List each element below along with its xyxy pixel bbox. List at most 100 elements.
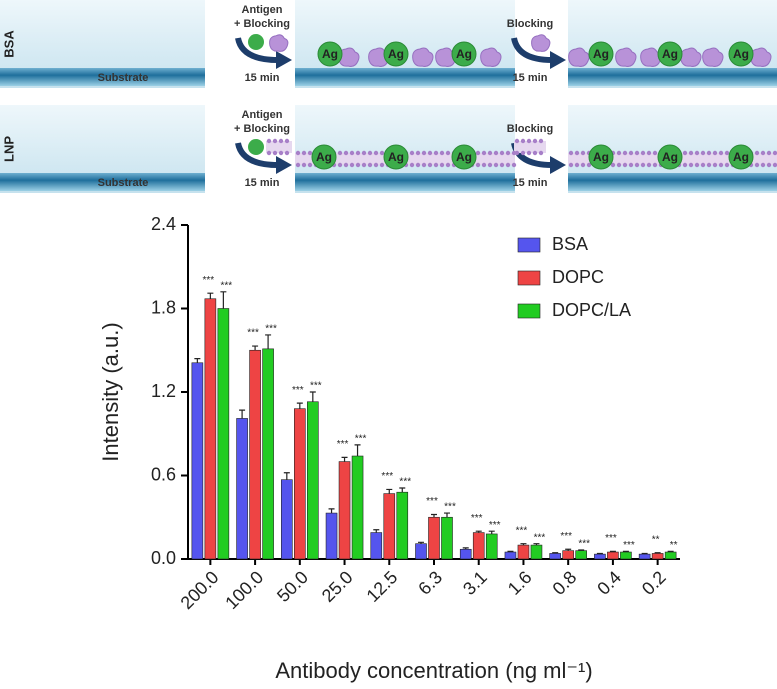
antigen	[383, 41, 409, 67]
bar	[651, 553, 664, 560]
error-bar	[622, 550, 629, 553]
significance: ***	[203, 275, 215, 286]
bar	[504, 551, 517, 560]
significance: ***	[471, 513, 483, 524]
error-bar	[207, 292, 214, 299]
lipid-head	[349, 162, 355, 168]
lipid-head	[646, 162, 652, 168]
significance: ***	[623, 540, 635, 551]
bar	[415, 543, 427, 560]
lipid-head	[568, 162, 574, 168]
lipid-head	[266, 138, 272, 144]
bar	[638, 553, 651, 560]
lipid-head	[712, 162, 718, 168]
arrow-head	[550, 156, 566, 174]
error-bar	[220, 291, 227, 309]
error-bar	[252, 345, 259, 351]
antigen-label: Ag	[322, 47, 338, 61]
lipid-head	[694, 150, 700, 156]
bar	[607, 551, 619, 560]
blocking-protein	[750, 47, 772, 67]
arrow	[511, 37, 553, 63]
lipid-head	[409, 162, 415, 168]
time-label: 15 min	[245, 177, 280, 189]
lipid-head	[505, 162, 511, 168]
antigen-label: Ag	[388, 150, 404, 164]
lipid-head	[284, 150, 290, 156]
lipid-head	[433, 162, 439, 168]
bar	[549, 553, 561, 560]
error-bar	[399, 487, 406, 493]
lipid-head	[652, 162, 658, 168]
lipid-head	[481, 150, 487, 156]
lipid-head	[427, 150, 433, 156]
lipid-head	[278, 138, 284, 144]
error-bar	[520, 543, 527, 546]
bar	[575, 550, 587, 560]
error-bar	[296, 402, 303, 409]
lipid-head	[349, 150, 355, 156]
step-label: Blocking	[507, 18, 553, 30]
lipid-head	[272, 138, 278, 144]
lipid-head	[421, 150, 427, 156]
lipid-head	[284, 138, 290, 144]
antigen-label: Ag	[733, 47, 749, 61]
blocking-protein	[680, 47, 702, 67]
significance: ***	[578, 539, 590, 550]
x-tick-label: 12.5	[363, 567, 402, 606]
significance: **	[670, 540, 678, 551]
error-bar	[373, 529, 380, 533]
legend-label: DOPC	[552, 267, 604, 287]
substrate	[0, 173, 205, 191]
row-label: LNP	[1, 136, 16, 162]
error-bar	[578, 549, 585, 551]
lipid-head	[367, 162, 373, 168]
bar	[281, 479, 293, 560]
error-bar	[239, 409, 246, 419]
significance: ***	[534, 532, 546, 543]
blocking-protein	[480, 47, 502, 67]
bar	[249, 349, 261, 560]
arrow-head	[550, 51, 566, 69]
bar	[191, 362, 204, 560]
antigen-icon	[248, 139, 264, 155]
step-label: Antigen	[242, 109, 283, 121]
error-bar	[194, 358, 201, 363]
substrate	[568, 68, 777, 86]
significance: ***	[221, 280, 233, 291]
antigen	[728, 41, 754, 67]
y-axis-label: Intensity (a.u.)	[98, 322, 123, 461]
error-bar	[654, 552, 661, 554]
error-bar	[418, 541, 424, 544]
blocking-protein	[531, 34, 551, 52]
x-tick-label: 0.4	[593, 567, 625, 599]
lipid-head	[409, 150, 415, 156]
bar	[562, 550, 574, 560]
lipid-head	[439, 150, 445, 156]
error-bar	[354, 444, 361, 457]
lipid-head	[487, 162, 493, 168]
lipid-head	[301, 150, 307, 156]
legend-label: DOPC/LA	[552, 300, 631, 320]
lipid-head	[487, 150, 493, 156]
lipid-head	[421, 162, 427, 168]
error-bar	[309, 391, 316, 402]
lipid-bilayer	[514, 141, 546, 153]
lipid-head	[538, 150, 544, 156]
lipid-head	[724, 162, 730, 168]
time-label: 15 min	[513, 177, 548, 189]
bar	[594, 553, 606, 560]
lipid-head	[499, 150, 505, 156]
lipid-head	[622, 150, 628, 156]
lipid-head	[373, 162, 379, 168]
arrow	[235, 37, 279, 63]
step-label: + Blocking	[234, 123, 290, 135]
lipid-head	[355, 162, 361, 168]
lipid-head	[706, 150, 712, 156]
blocking-protein	[702, 47, 724, 67]
error-bar	[462, 547, 469, 550]
lipid-head	[526, 138, 532, 144]
lipid-head	[640, 162, 646, 168]
